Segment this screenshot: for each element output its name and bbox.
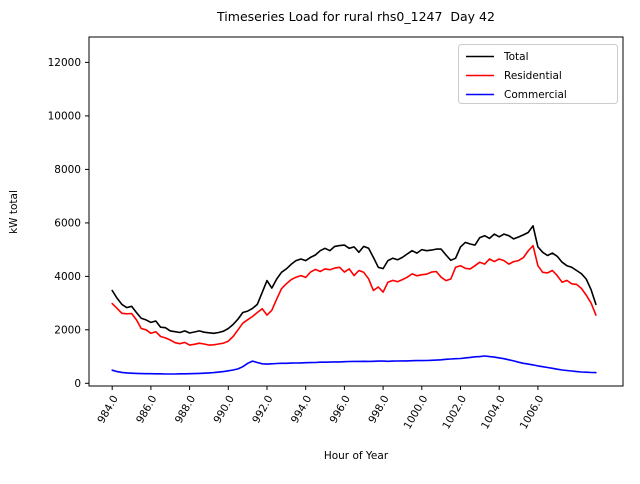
x-tick-label: 1002.0	[440, 394, 469, 432]
y-tick-label: 2000	[54, 324, 81, 336]
legend-box	[458, 44, 618, 104]
x-tick-label: 1006.0	[518, 394, 547, 432]
x-tick-label: 998.0	[366, 394, 391, 426]
x-tick-label: 992.0	[250, 394, 275, 426]
series-line-total	[111, 225, 597, 335]
legend-label-residential: Residential	[504, 70, 562, 82]
y-tick-label: 0	[74, 378, 81, 390]
x-tick-label: 990.0	[211, 394, 236, 426]
legend-label-total: Total	[503, 51, 529, 63]
x-tick-label: 994.0	[289, 394, 314, 426]
x-tick-label: 986.0	[134, 394, 159, 426]
chart-title: Timeseries Load for rural rhs0_1247 Day …	[216, 9, 495, 24]
x-tick-label: 1004.0	[479, 394, 508, 432]
x-tick-label: 988.0	[173, 394, 198, 426]
y-tick-label: 10000	[48, 110, 81, 122]
series-layer	[111, 225, 597, 375]
y-axis-label: kW total	[8, 190, 20, 234]
x-tick-label: 1000.0	[402, 394, 431, 432]
legend: Total Residential Commercial	[458, 44, 618, 104]
axes-spines	[88, 36, 624, 387]
y-tick-label: 6000	[54, 217, 81, 229]
series-line-residential	[111, 244, 597, 346]
y-tick-label: 4000	[54, 271, 81, 283]
series-line-commercial	[111, 355, 597, 375]
legend-label-commercial: Commercial	[504, 89, 567, 101]
x-tick-label: 996.0	[328, 394, 353, 426]
x-tick-label: 984.0	[95, 394, 120, 426]
y-tick-label: 8000	[54, 164, 81, 176]
y-tick-label: 12000	[48, 57, 81, 69]
x-axis-label: Hour of Year	[324, 450, 389, 462]
